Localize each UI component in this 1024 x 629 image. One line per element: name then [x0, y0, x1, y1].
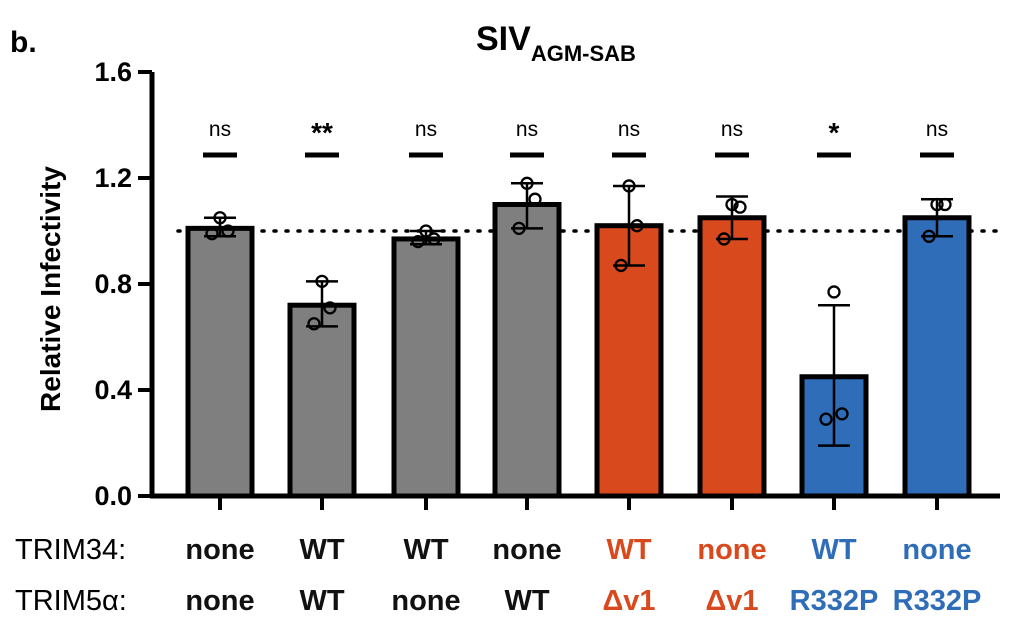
data-point	[922, 229, 936, 243]
significance-label: ns	[721, 118, 743, 141]
data-point	[717, 232, 731, 246]
data-point	[827, 285, 841, 299]
data-point	[323, 301, 337, 315]
data-point	[221, 224, 235, 238]
category-label-trim34: WT	[606, 534, 651, 566]
significance-label: ns	[415, 118, 437, 141]
title-subscript: AGM-SAB	[531, 41, 636, 66]
svg-text:SIVAGM-SAB: SIVAGM-SAB	[476, 20, 636, 66]
category-label-trim34: WT	[811, 534, 856, 566]
row-labels: TRIM34: TRIM5α:	[15, 534, 127, 617]
data-point	[733, 200, 747, 214]
y-tick-label: 0.0	[94, 481, 132, 511]
data-point	[419, 224, 433, 238]
significance-label: ns	[926, 118, 948, 141]
y-axis-label: Relative Infectivity	[35, 166, 66, 412]
category-label-trim34: none	[185, 534, 254, 566]
category-label-trim34: WT	[299, 534, 344, 566]
category-label-trim34: none	[697, 534, 766, 566]
error-bars	[204, 182, 953, 447]
category-label-trim5a: R332P	[893, 585, 982, 617]
category-label-trim34: none	[902, 534, 971, 566]
data-point	[427, 232, 441, 246]
data-point	[205, 226, 219, 241]
bar	[697, 215, 767, 499]
data-point	[307, 317, 321, 331]
data-point	[819, 412, 833, 426]
bar	[287, 302, 357, 499]
y-tick-label: 0.4	[94, 375, 132, 405]
significance-annotations: ns ** ns ns ns ns * ns	[203, 117, 954, 158]
row-label-trim5a: TRIM5α:	[15, 585, 127, 617]
data-point	[315, 274, 329, 289]
category-label-trim5a: Δv1	[705, 585, 758, 617]
y-tick-label: 1.2	[94, 163, 132, 193]
category-label-trim5a: none	[185, 585, 254, 617]
category-label-trim34: WT	[403, 534, 448, 566]
axes	[138, 70, 1000, 510]
panel-label: b.	[10, 26, 37, 59]
data-point	[528, 192, 542, 206]
data-point	[835, 407, 849, 421]
category-label-trim5a: WT	[299, 585, 344, 617]
category-labels: none none WT WT WT none none WT WT Δv1 none Δv1 WT R3…	[185, 534, 981, 617]
data-point	[938, 197, 952, 212]
significance-label: *	[829, 117, 840, 148]
data-point	[930, 197, 944, 212]
bar	[492, 202, 562, 499]
chart-title: SIVAGM-SAB	[476, 20, 636, 66]
data-point	[614, 258, 628, 273]
category-label-trim5a: Δv1	[602, 585, 655, 617]
category-label-trim5a: WT	[504, 585, 549, 617]
category-label-trim34: none	[492, 534, 561, 566]
data-point	[520, 176, 534, 190]
row-label-trim34: TRIM34:	[15, 534, 126, 566]
data-point	[630, 219, 644, 233]
significance-label: ns	[209, 118, 231, 141]
data-point	[622, 179, 636, 193]
data-point	[512, 221, 526, 236]
title-main: SIV	[476, 20, 531, 58]
bar	[902, 215, 972, 499]
bar	[185, 225, 255, 499]
significance-label: ns	[516, 118, 538, 141]
bars	[185, 202, 972, 499]
data-point	[725, 197, 739, 212]
bar	[391, 236, 461, 499]
significance-label: **	[311, 117, 333, 148]
y-tick-label: 0.8	[94, 269, 132, 299]
category-label-trim5a: R332P	[790, 585, 879, 617]
data-point	[213, 211, 227, 225]
category-label-trim5a: none	[391, 585, 460, 617]
y-tick-labels: 0.0 0.4 0.8 1.2 1.6	[94, 57, 132, 511]
significance-label: ns	[618, 118, 640, 141]
data-points	[205, 176, 952, 426]
y-tick-label: 1.6	[94, 57, 132, 87]
data-point	[411, 234, 425, 249]
